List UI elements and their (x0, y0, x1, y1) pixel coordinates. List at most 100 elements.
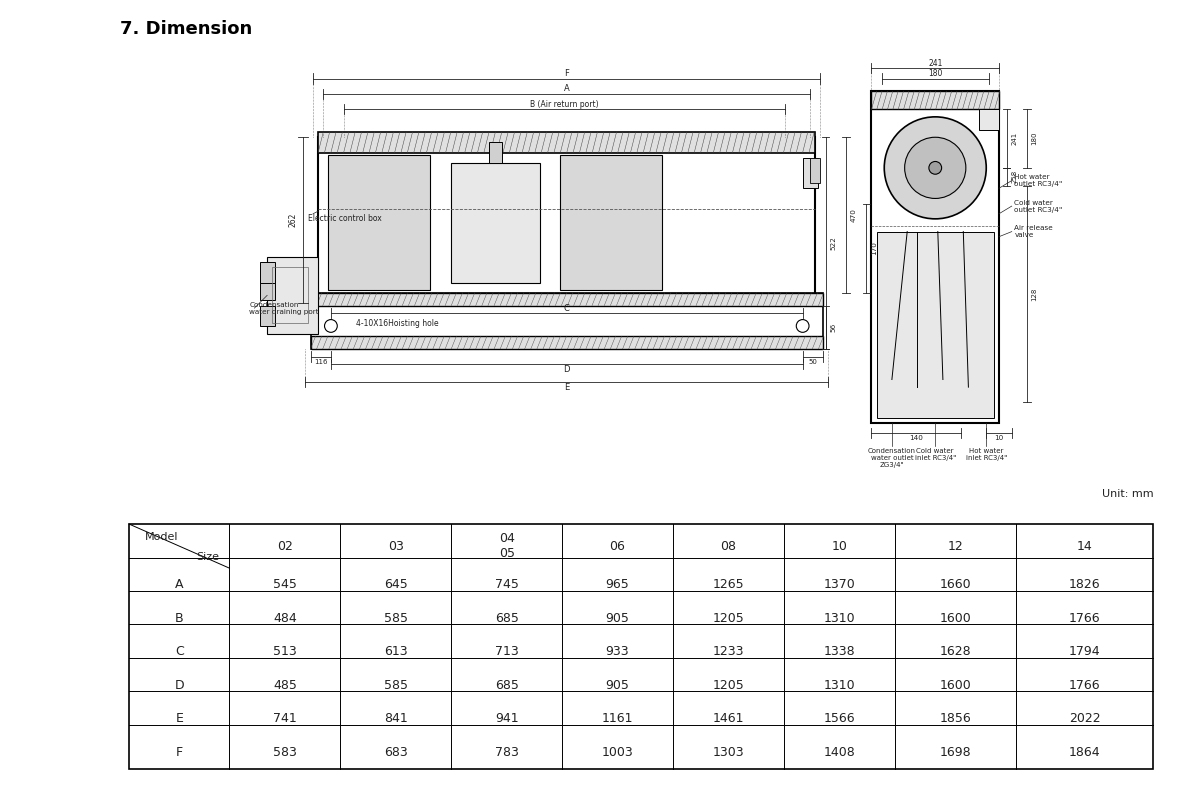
Text: 12: 12 (948, 540, 964, 553)
Text: 583: 583 (272, 746, 296, 758)
Text: 2022: 2022 (1069, 712, 1100, 725)
Circle shape (937, 379, 948, 390)
Bar (272, 267, 308, 323)
Text: Electric control box: Electric control box (308, 214, 382, 223)
Bar (560, 155, 662, 290)
Text: 1660: 1660 (940, 578, 971, 591)
Text: 4-10X16Hoisting hole: 4-10X16Hoisting hole (356, 319, 439, 328)
Bar (318, 138, 815, 303)
Text: 485: 485 (272, 678, 296, 692)
Text: 933: 933 (606, 646, 629, 658)
Text: 170: 170 (871, 242, 877, 255)
Text: 1856: 1856 (940, 712, 971, 725)
Text: 1600: 1600 (940, 612, 971, 625)
Text: 04
05: 04 05 (499, 532, 515, 560)
Text: 1265: 1265 (713, 578, 744, 591)
Text: 941: 941 (494, 712, 518, 725)
Text: 116: 116 (314, 358, 328, 365)
Bar (803, 158, 818, 188)
Text: 241: 241 (1012, 132, 1018, 145)
Text: 585: 585 (384, 612, 408, 625)
Bar (871, 91, 998, 423)
Text: Condensation
water outlet
ZG3/4": Condensation water outlet ZG3/4" (868, 448, 916, 468)
Circle shape (912, 386, 923, 398)
Text: 741: 741 (274, 712, 296, 725)
Text: 545: 545 (272, 578, 296, 591)
Text: 1794: 1794 (1069, 646, 1100, 658)
Text: 1408: 1408 (823, 746, 856, 758)
Text: E: E (564, 382, 570, 392)
Text: 1303: 1303 (713, 746, 744, 758)
Text: 1461: 1461 (713, 712, 744, 725)
Text: 1370: 1370 (823, 578, 856, 591)
Text: 56: 56 (830, 322, 836, 332)
Bar (876, 232, 994, 418)
Text: 1161: 1161 (601, 712, 634, 725)
Text: 262: 262 (288, 213, 298, 227)
Text: Cold water
inlet RC3/4": Cold water inlet RC3/4" (914, 448, 956, 462)
Text: A: A (564, 84, 570, 94)
Text: 783: 783 (494, 746, 518, 758)
Text: 1205: 1205 (713, 612, 744, 625)
Bar (311, 293, 823, 306)
Circle shape (324, 319, 337, 332)
Text: 241: 241 (928, 58, 942, 68)
Circle shape (929, 162, 942, 174)
Text: Cold water
outlet RC3/4": Cold water outlet RC3/4" (1014, 199, 1063, 213)
Text: Model: Model (145, 532, 179, 542)
Bar (810, 158, 821, 183)
Text: C: C (175, 646, 184, 658)
Text: B (Air return port): B (Air return port) (530, 99, 599, 109)
Bar (259, 280, 275, 301)
Text: 470: 470 (851, 208, 857, 222)
Text: 905: 905 (606, 612, 630, 625)
Bar (451, 162, 540, 282)
Text: 03: 03 (388, 540, 403, 553)
Bar (130, 524, 1153, 769)
Text: 10: 10 (832, 540, 847, 553)
Text: 1698: 1698 (940, 746, 971, 758)
Ellipse shape (481, 203, 506, 239)
Bar (259, 306, 275, 326)
Text: 645: 645 (384, 578, 408, 591)
Text: 522: 522 (830, 236, 836, 250)
Bar (490, 142, 502, 162)
Bar (329, 155, 431, 290)
Text: 7. Dimension: 7. Dimension (120, 20, 252, 38)
Text: 841: 841 (384, 712, 408, 725)
Text: 50: 50 (809, 358, 817, 365)
Text: 685: 685 (494, 612, 518, 625)
Text: 08: 08 (720, 540, 737, 553)
Text: Unit: mm: Unit: mm (1102, 489, 1153, 499)
Text: 180: 180 (928, 69, 942, 78)
Bar (311, 293, 823, 349)
Text: 1338: 1338 (823, 646, 856, 658)
Text: Condensation
water draining port: Condensation water draining port (250, 302, 319, 314)
Circle shape (905, 138, 966, 198)
Text: 1003: 1003 (601, 746, 634, 758)
Bar (871, 91, 998, 110)
Text: F: F (564, 69, 569, 78)
Text: 745: 745 (494, 578, 518, 591)
Text: E: E (175, 712, 184, 725)
Text: 06: 06 (610, 540, 625, 553)
Bar (259, 262, 275, 282)
Text: 1600: 1600 (940, 678, 971, 692)
Bar (978, 109, 998, 130)
Text: 685: 685 (494, 678, 518, 692)
Text: A: A (175, 578, 184, 591)
Bar (268, 257, 318, 334)
Text: C: C (564, 304, 570, 313)
Text: 484: 484 (274, 612, 296, 625)
Circle shape (797, 319, 809, 332)
Text: 1864: 1864 (1069, 746, 1100, 758)
Text: B: B (175, 612, 184, 625)
Text: 965: 965 (606, 578, 629, 591)
Text: 258: 258 (1012, 170, 1018, 183)
Text: 1310: 1310 (823, 678, 856, 692)
Text: 14: 14 (1076, 540, 1093, 553)
Text: Hot water
outlet RC3/4": Hot water outlet RC3/4" (1014, 174, 1063, 187)
Text: D: D (174, 678, 184, 692)
Text: 613: 613 (384, 646, 408, 658)
Text: 02: 02 (277, 540, 293, 553)
